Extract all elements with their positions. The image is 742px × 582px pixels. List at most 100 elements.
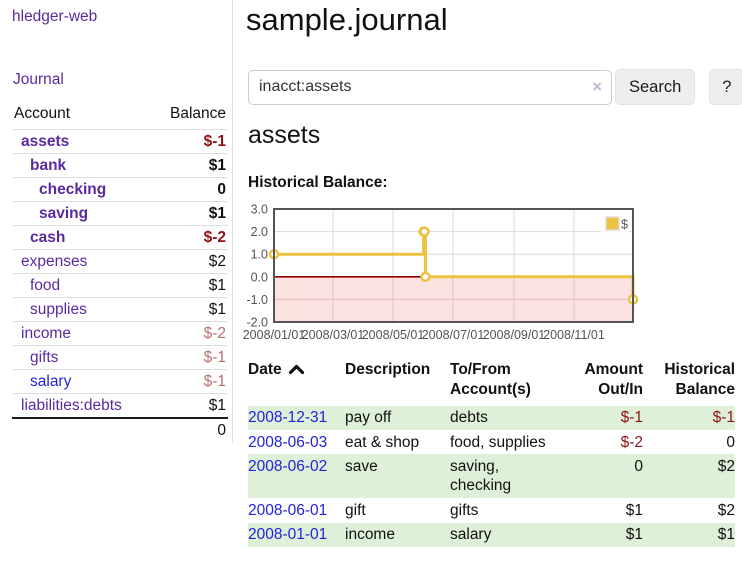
- account-column-header: Account: [14, 105, 71, 122]
- amount-column-header: Amount Out/In: [584, 361, 643, 398]
- accounts-table-header: Account Balance: [12, 103, 228, 129]
- svg-text:2008/07/01: 2008/07/01: [422, 328, 485, 342]
- account-row: assets $-1: [12, 129, 228, 153]
- sidebar-account-link-assets[interactable]: assets: [21, 132, 70, 150]
- sort-ascending-icon: [288, 364, 304, 375]
- sidebar-account-link-cash[interactable]: cash: [30, 228, 66, 246]
- account-balance: $1: [208, 276, 226, 294]
- svg-text:2008/05/01: 2008/05/01: [362, 328, 425, 342]
- register-header-row: Date Description To/From Account(s) Amou…: [248, 358, 735, 406]
- account-row: checking 0: [12, 177, 228, 201]
- register-row: 2008-06-02 save saving, checking 0 $2: [248, 454, 735, 499]
- sidebar-account-link-checking[interactable]: checking: [39, 180, 107, 198]
- account-row: salary $-1: [12, 369, 228, 393]
- transaction-amount: $-1: [620, 409, 643, 427]
- total-balance: 0: [217, 422, 226, 439]
- account-balance: $2: [208, 252, 226, 270]
- sidebar-account-link-gifts[interactable]: gifts: [30, 348, 59, 366]
- register-row: 2008-06-03 eat & shop food, supplies $-2 0: [248, 430, 735, 454]
- transaction-description: save: [345, 457, 378, 475]
- historical-balance-chart: $3.0 2.0 1.0 0.0 -1.0 -2.02008/01/012008/03/0…: [243, 203, 639, 342]
- accounts-list: assets $-1 bank $1 checking 0 saving $1 cash $-2 e…: [12, 129, 228, 417]
- transaction-balance: 0: [726, 433, 735, 451]
- transaction-amount: $1: [625, 526, 643, 544]
- account-balance: 0: [217, 180, 226, 198]
- transaction-description: income: [345, 526, 395, 544]
- transaction-balance: $1: [717, 526, 735, 544]
- brand-link[interactable]: hledger-web: [12, 8, 98, 25]
- transaction-description: eat & shop: [345, 433, 420, 451]
- svg-text:3.0: 3.0: [251, 203, 268, 217]
- account-balance: $1: [208, 156, 226, 174]
- transaction-amount: 0: [634, 457, 643, 475]
- date-column-header[interactable]: Date: [248, 358, 345, 406]
- account-row: cash $-2: [12, 225, 228, 249]
- svg-text:2.0: 2.0: [251, 225, 268, 239]
- transaction-balance: $2: [717, 457, 735, 475]
- svg-text:2008/09/01: 2008/09/01: [483, 328, 546, 342]
- sidebar-account-link-expenses[interactable]: expenses: [21, 252, 88, 270]
- register-table: Date Description To/From Account(s) Amou…: [248, 358, 735, 547]
- sidebar-account-link-liabilities-debts[interactable]: liabilities:debts: [21, 396, 122, 414]
- transaction-balance: $2: [717, 501, 735, 519]
- svg-text:2008/11/01: 2008/11/01: [543, 328, 605, 342]
- transaction-description: gift: [345, 501, 366, 519]
- register-row: 2008-06-01 gift gifts $1 $2: [248, 498, 735, 522]
- sidebar-item-journal[interactable]: Journal: [13, 71, 64, 88]
- transaction-date-link[interactable]: 2008-06-02: [248, 457, 328, 475]
- account-balance: $-1: [203, 348, 226, 366]
- register-row: 2008-01-01 income salary $1 $1: [248, 522, 735, 547]
- transaction-amount: $-2: [620, 433, 643, 451]
- search-input-wrap: ×: [248, 69, 612, 105]
- transaction-date-link[interactable]: 2008-06-03: [248, 433, 328, 451]
- svg-text:-2.0: -2.0: [246, 316, 268, 330]
- sidebar-account-link-supplies[interactable]: supplies: [30, 300, 87, 318]
- sidebar-account-link-income[interactable]: income: [21, 324, 71, 342]
- svg-text:2008/01/01: 2008/01/01: [243, 328, 306, 342]
- account-row: food $1: [12, 273, 228, 297]
- transaction-accounts: saving, checking: [450, 457, 512, 495]
- balance-column-header: Historical Balance: [664, 361, 735, 398]
- account-balance: $-2: [203, 324, 226, 342]
- transaction-accounts: salary: [450, 526, 492, 544]
- search-button[interactable]: Search: [615, 69, 696, 105]
- svg-text:-1.0: -1.0: [246, 293, 268, 307]
- account-row: supplies $1: [12, 297, 228, 321]
- help-button[interactable]: ?: [709, 69, 742, 105]
- accounts-total-row: 0: [12, 417, 228, 443]
- sidebar-account-link-bank[interactable]: bank: [30, 156, 67, 174]
- sidebar-account-link-saving[interactable]: saving: [39, 204, 89, 222]
- transaction-balance: $-1: [712, 409, 735, 427]
- chart-title: Historical Balance:: [248, 174, 388, 191]
- transaction-description: pay off: [345, 409, 392, 427]
- account-balance: $1: [208, 204, 226, 222]
- account-row: liabilities:debts $1: [12, 393, 228, 417]
- transaction-date-link[interactable]: 2008-06-01: [248, 501, 328, 519]
- account-balance: $-1: [203, 132, 226, 150]
- transaction-accounts: food, supplies: [450, 433, 546, 451]
- accounts-panel: Account Balance assets $-1 bank $1 checking 0…: [12, 103, 228, 443]
- description-column-header: Description: [345, 361, 431, 378]
- sidebar-account-link-salary[interactable]: salary: [30, 372, 72, 390]
- page-title: sample.journal: [246, 2, 448, 37]
- svg-text:1.0: 1.0: [251, 248, 268, 262]
- sidebar-account-link-food[interactable]: food: [30, 276, 61, 294]
- account-row: gifts $-1: [12, 345, 228, 369]
- sidebar: hledger-web Journal Account Balance asse…: [0, 0, 233, 443]
- account-title: assets: [248, 121, 321, 149]
- transaction-date-link[interactable]: 2008-01-01: [248, 526, 328, 544]
- transaction-accounts: gifts: [450, 501, 479, 519]
- clear-search-icon[interactable]: ×: [592, 76, 602, 96]
- svg-text:2008/03/01: 2008/03/01: [302, 328, 365, 342]
- search-input[interactable]: [248, 69, 612, 105]
- search-form: × Search ?: [248, 69, 742, 105]
- transaction-accounts: debts: [450, 409, 488, 427]
- transaction-date-link[interactable]: 2008-12-31: [248, 409, 328, 427]
- account-row: expenses $2: [12, 249, 228, 273]
- account-balance: $-1: [203, 372, 226, 390]
- accounts-column-header: To/From Account(s): [450, 361, 531, 398]
- account-balance: $1: [208, 396, 226, 414]
- account-balance: $1: [208, 300, 226, 318]
- transaction-amount: $1: [625, 501, 643, 519]
- svg-text:0.0: 0.0: [251, 270, 268, 284]
